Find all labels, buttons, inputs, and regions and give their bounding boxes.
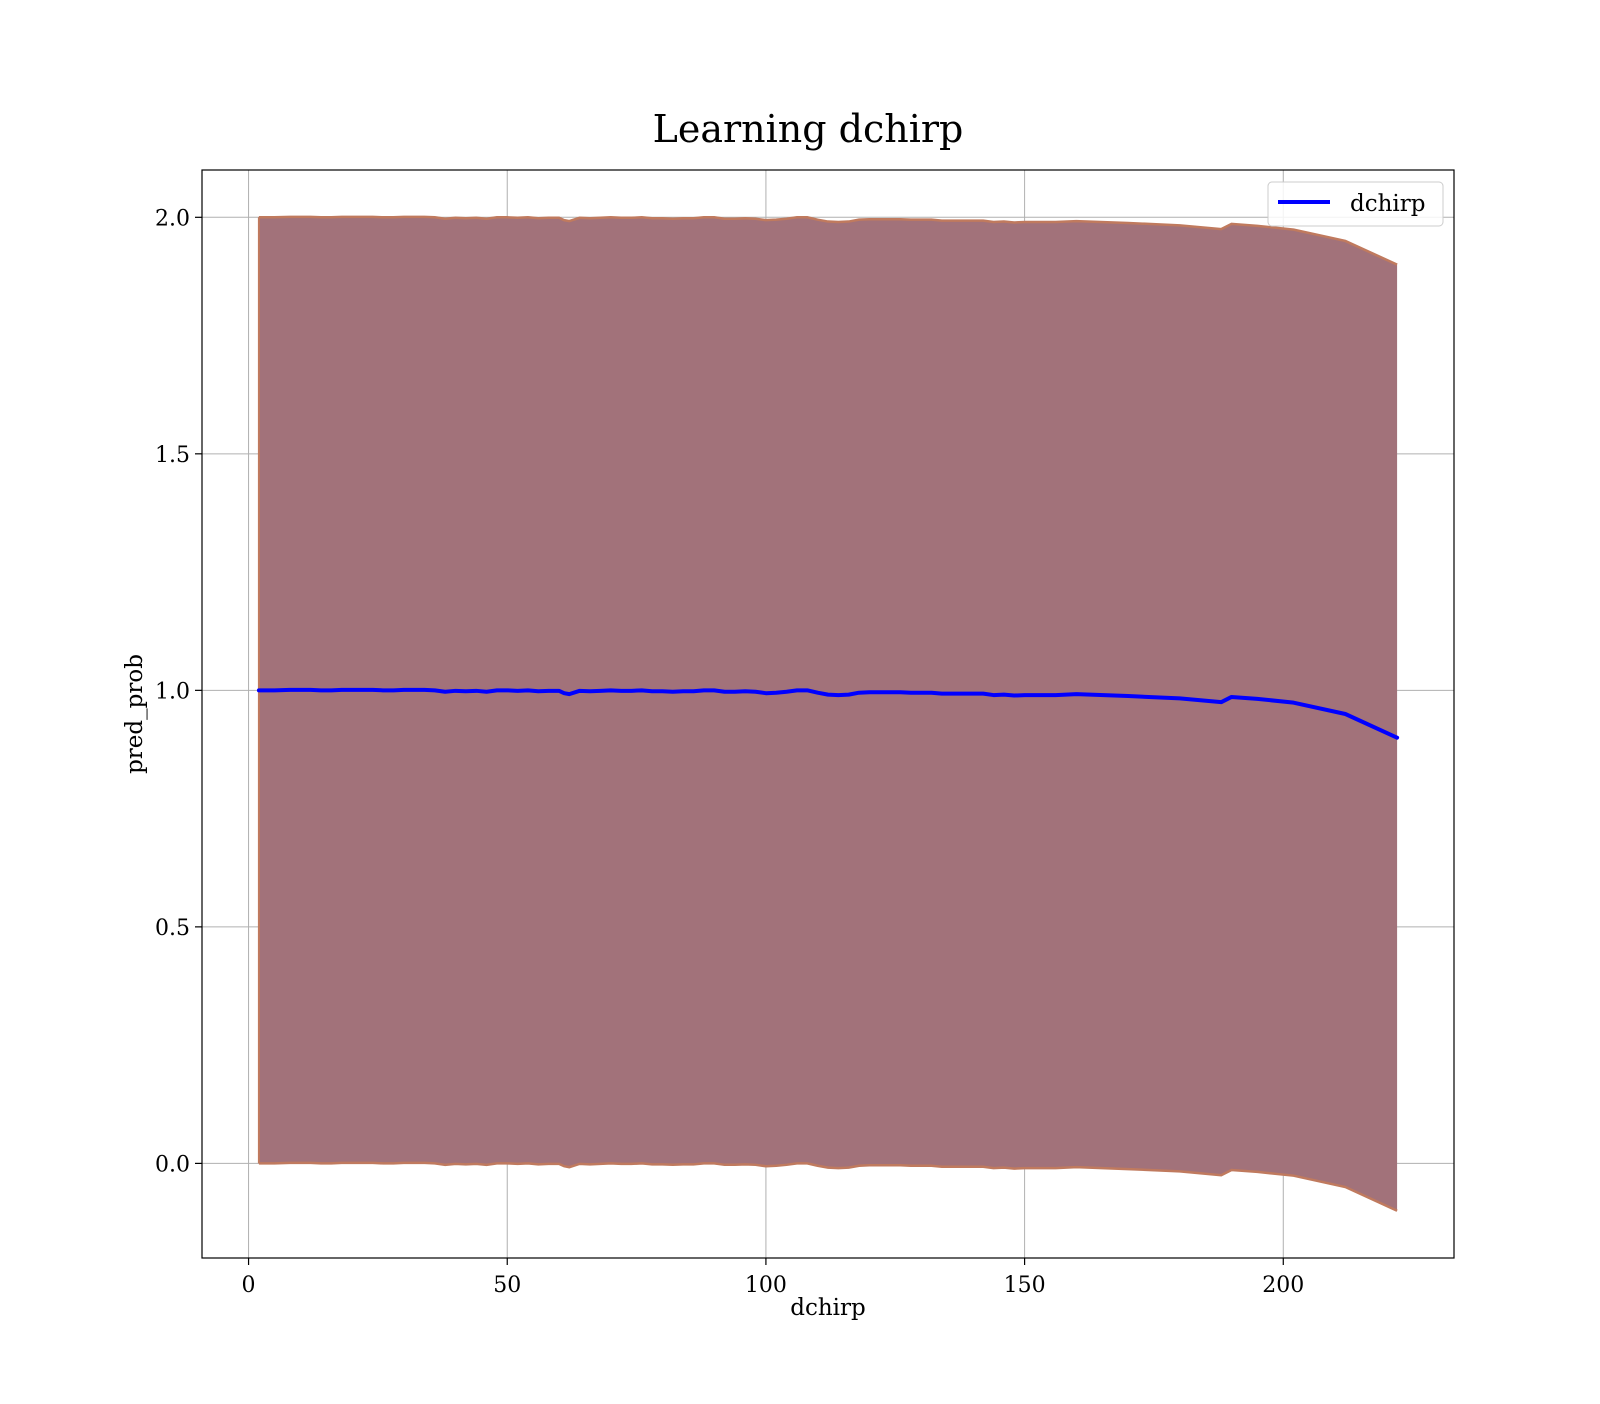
series-line-layer (256, 687, 1400, 740)
y-tick-label: 0.0 (155, 1152, 190, 1177)
y-axis-ticks: 0.0 0.5 1.0 1.5 2.0 (155, 206, 202, 1177)
series-line-dchirp (256, 687, 1400, 740)
x-tick-label: 50 (493, 1273, 521, 1298)
band-lower-edge (258, 1161, 1398, 1212)
x-tick-label: 100 (745, 1273, 787, 1298)
band-upper-edge (258, 215, 1398, 266)
y-tick-label: 2.0 (155, 206, 190, 231)
x-axis-label: dchirp (790, 1295, 866, 1321)
plot-border (201, 169, 1455, 1259)
x-tick-label: 0 (242, 1273, 256, 1298)
y-axis-label: pred_prob (122, 654, 148, 774)
chart-title: Learning dchirp (653, 107, 964, 151)
x-tick-label: 200 (1262, 1273, 1304, 1298)
confidence-band (258, 216, 1398, 1211)
x-axis-ticks: 0 50 100 150 200 (242, 1258, 1304, 1298)
y-tick-label: 1.0 (155, 679, 190, 704)
y-tick-label: 1.5 (155, 443, 190, 468)
confidence-band-layer (257, 215, 1398, 1212)
legend-label: dchirp (1350, 191, 1426, 217)
x-tick-label: 150 (1004, 1273, 1046, 1298)
legend-box (1267, 181, 1444, 227)
legend: dchirp (1267, 181, 1444, 227)
y-tick-label: 0.5 (155, 916, 190, 941)
